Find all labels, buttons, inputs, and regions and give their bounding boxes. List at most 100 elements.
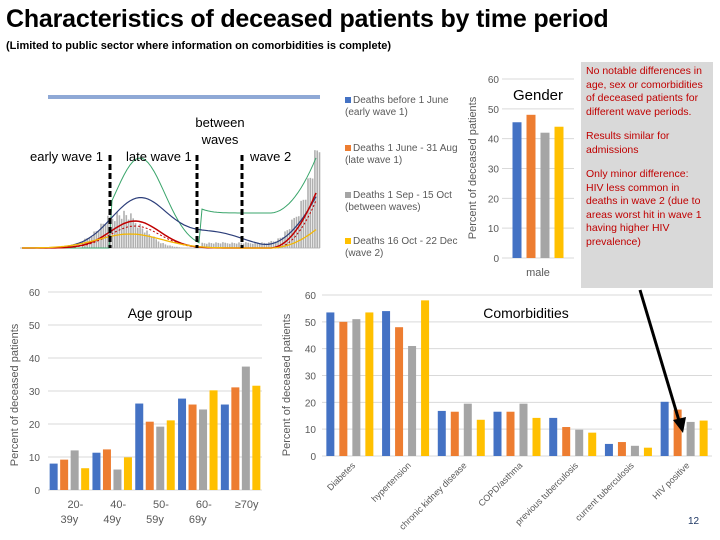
bar [699, 420, 708, 456]
epi-bar [176, 246, 178, 248]
x-tick-label: 40- [110, 499, 126, 511]
note-paragraph: No notable differences in age, sex or co… [586, 65, 703, 118]
epi-bar [249, 243, 252, 248]
bar [365, 312, 374, 456]
epi-bar [164, 244, 167, 248]
y-tick-label: 0 [493, 254, 499, 265]
bar [549, 417, 558, 456]
y-tick-label: 50 [305, 318, 317, 329]
epi-bar [114, 221, 116, 248]
y-tick-label: 60 [29, 288, 41, 299]
epi-bar [134, 223, 137, 248]
x-tick-label: HIV positive [651, 460, 692, 501]
bar [673, 409, 682, 456]
bar [188, 404, 197, 490]
epi-bar [86, 237, 88, 248]
bar [102, 449, 111, 490]
legend-label: Deaths before 1 June [353, 95, 449, 106]
epi-bar [166, 245, 169, 248]
bar [231, 387, 240, 490]
page-number: 12 [688, 516, 700, 527]
epi-bar [180, 247, 183, 248]
arrow-head-icon [673, 417, 686, 433]
epi-bar [120, 218, 123, 248]
epi-bar [304, 199, 307, 248]
x-tick-label: current tuberculosis [573, 460, 636, 523]
epi-bar [265, 243, 268, 248]
bar [339, 321, 348, 456]
x-tick-label: 39y [61, 514, 79, 526]
epi-bar [258, 243, 261, 248]
bar [506, 411, 515, 456]
epi-bar [171, 246, 174, 248]
epi-background [10, 88, 330, 253]
epi-bar [238, 242, 240, 248]
legend-label: Deaths 1 June - 31 Aug [353, 143, 458, 154]
legend-label: (between waves) [345, 202, 421, 213]
epi-bar [226, 243, 229, 248]
epi-bar [162, 243, 164, 248]
y-tick-label: 50 [488, 105, 500, 116]
x-tick-label: 59y [146, 514, 164, 526]
epi-bar [93, 231, 95, 248]
bar [81, 468, 90, 490]
wave-label: waves [201, 132, 239, 147]
bar [252, 385, 261, 490]
bar [519, 403, 528, 456]
note-paragraph: Results similar for admissions [586, 130, 670, 156]
bar [463, 403, 472, 456]
legend-label: Deaths 16 Oct - 22 Dec [353, 236, 458, 247]
page-subtitle: (Limited to public sector where informat… [6, 40, 392, 52]
epi-bar [125, 215, 128, 248]
bar [113, 469, 122, 490]
comorbidities-chart: 0 10 20 30 40 50 60 Percent of deceased patient… [281, 291, 712, 532]
bar [395, 327, 404, 456]
bar [60, 459, 69, 490]
age-group-chart: 0 10 20 30 40 50 60 Percent of deceased patient… [9, 288, 262, 526]
bar [156, 426, 165, 490]
note-paragraph: Only minor difference: HIV less common i… [586, 168, 702, 248]
epi-bar [256, 243, 259, 248]
epi-bar [169, 245, 171, 248]
y-tick-label: 30 [305, 372, 317, 383]
epi-bar [132, 218, 134, 248]
epi-bar [284, 231, 286, 248]
legend-label: (late wave 1) [345, 155, 403, 166]
epi-bar [217, 242, 220, 248]
x-tick-label: 69y [189, 514, 207, 526]
legend-label: Deaths 1 Sep - 15 Oct [353, 190, 452, 201]
y-axis-label: Percent of deceased patients [467, 96, 479, 239]
epi-bar [270, 240, 272, 248]
legend-swatch [345, 238, 351, 244]
epi-bar [263, 242, 266, 248]
chart-title: Gender [513, 87, 563, 104]
epi-bar [203, 243, 206, 248]
bar [643, 447, 652, 456]
bar [70, 450, 79, 490]
bar [199, 409, 208, 490]
epi-line [21, 229, 317, 249]
epi-line [22, 157, 317, 249]
epi-bar [155, 239, 157, 248]
epi-bar [245, 242, 247, 248]
epi-bar [143, 232, 146, 248]
epi-bar [150, 237, 153, 248]
wave-label: between [195, 115, 244, 130]
bar [532, 417, 541, 456]
bar [123, 457, 132, 490]
epi-bar [215, 242, 217, 248]
x-tick-label: 60- [196, 499, 212, 511]
epi-bar [178, 247, 180, 248]
y-tick-label: 0 [34, 486, 40, 497]
bar [421, 300, 430, 456]
bar [382, 311, 391, 456]
epi-bar [141, 228, 144, 248]
epi-bar [100, 223, 102, 248]
bar [526, 114, 536, 258]
epi-bar [201, 242, 203, 248]
x-tick-label: hypertension [369, 460, 413, 504]
y-tick-label: 10 [488, 224, 500, 235]
epi-bar [139, 223, 141, 248]
epi-bar [316, 150, 318, 248]
